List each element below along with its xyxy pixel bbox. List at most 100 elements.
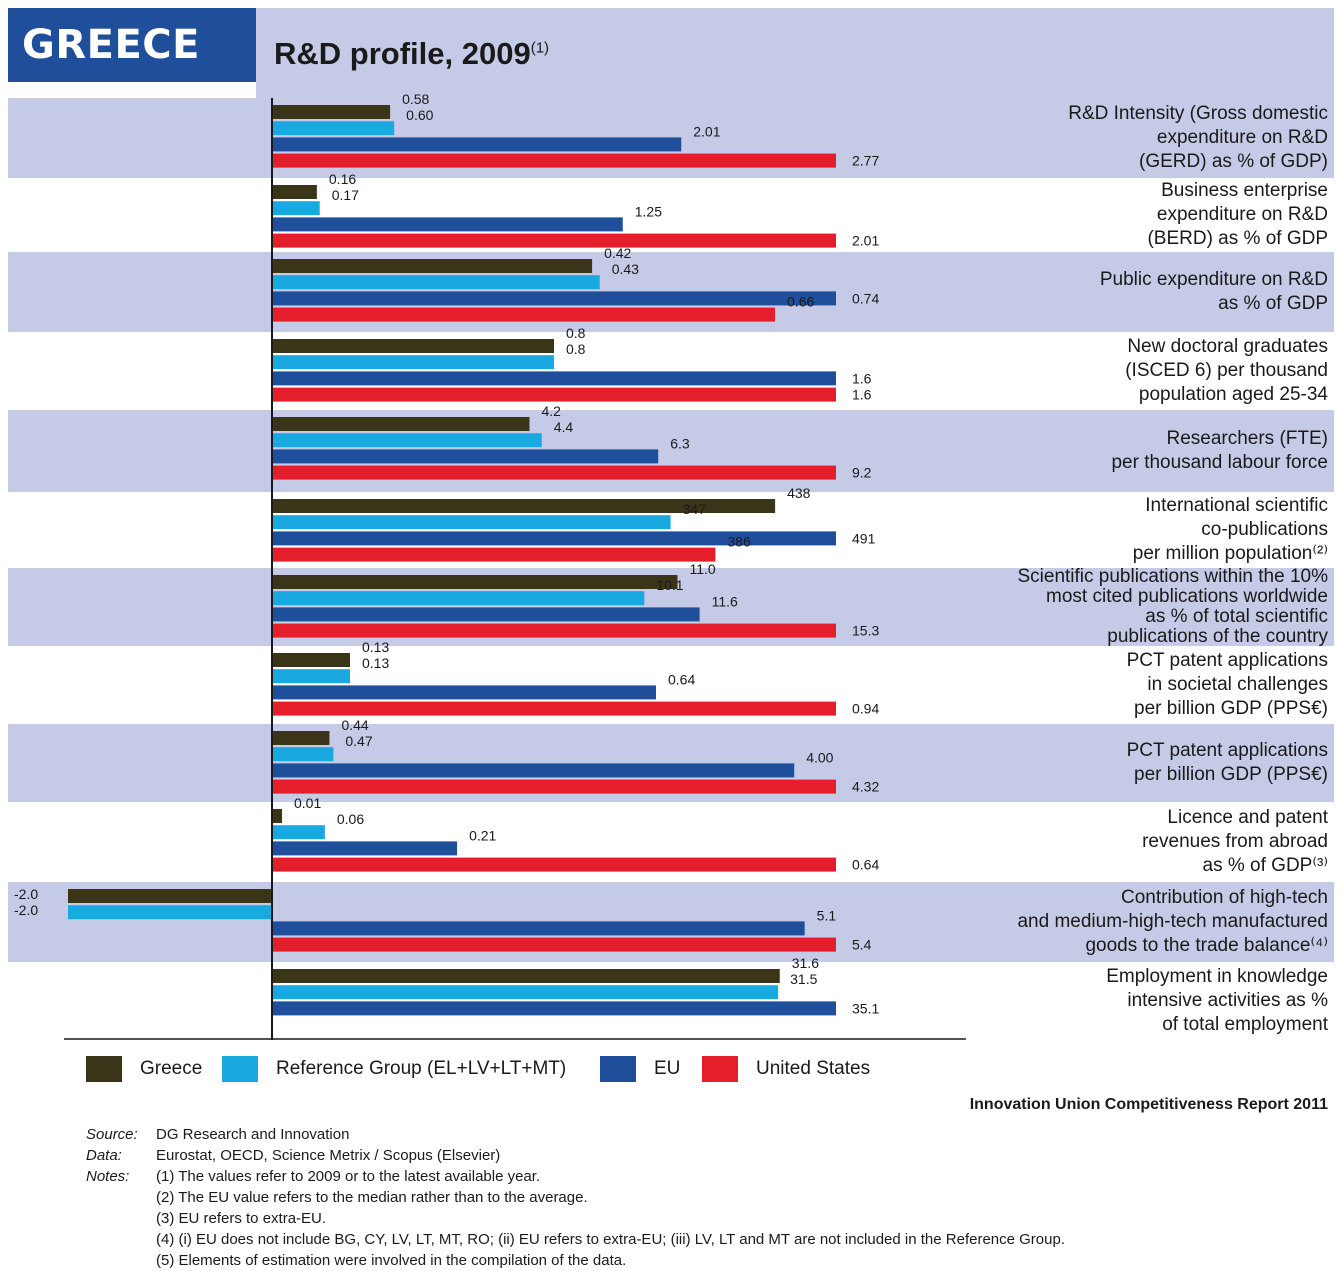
value-label: 1.6 xyxy=(852,387,872,403)
bar-reference-group-el-lv-lt-mt- xyxy=(272,275,600,290)
indicator-label: Business enterprise expenditure on R&D (BE… xyxy=(1147,179,1328,251)
bar-greece xyxy=(272,653,350,667)
indicator-label-line: as % of total scientific xyxy=(1145,606,1328,627)
indicator-label: R&D Intensity (Gross domestic expenditure… xyxy=(1068,102,1328,174)
legend-item: United States xyxy=(702,1056,870,1082)
indicator-label-line: as % of GDP⁽³⁾ xyxy=(1202,855,1328,876)
bar-greece xyxy=(272,731,330,745)
bar-greece xyxy=(272,339,554,353)
indicator-label: Licence and patent revenues from abroad as… xyxy=(1142,806,1328,878)
legend-label: United States xyxy=(756,1058,871,1079)
value-label: -2.0 xyxy=(14,902,38,918)
bar-eu xyxy=(272,217,623,232)
indicator-label-line: Contribution of high-tech xyxy=(1120,887,1328,908)
value-label: 6.3 xyxy=(670,435,690,451)
value-label: 0.06 xyxy=(337,811,364,827)
value-label: 438 xyxy=(787,485,811,501)
bar-greece xyxy=(272,575,678,589)
bar-reference-group-el-lv-lt-mt- xyxy=(272,201,320,216)
note-item: (5) Elements of estimation were involved… xyxy=(156,1252,627,1269)
bar-greece xyxy=(272,809,282,823)
value-label: 0.60 xyxy=(406,107,433,123)
value-label: 2.01 xyxy=(693,123,720,139)
legend-swatch xyxy=(86,1056,122,1082)
legend-label: Greece xyxy=(140,1058,203,1079)
value-label: 386 xyxy=(727,534,751,550)
bar-united-states xyxy=(272,233,836,248)
bar-greece xyxy=(272,105,391,119)
bar-eu xyxy=(272,921,805,936)
value-label: 491 xyxy=(852,530,876,546)
bar-eu xyxy=(272,291,836,306)
indicator-label-line: (BERD) as % of GDP xyxy=(1147,228,1328,249)
value-label: 0.64 xyxy=(852,857,879,873)
bar-united-states xyxy=(272,701,836,716)
value-label: 1.6 xyxy=(852,370,872,386)
bar-greece xyxy=(272,417,530,431)
legend-swatch xyxy=(222,1056,258,1082)
indicator-label-line: Employment in knowledge xyxy=(1106,966,1328,987)
report-name: Innovation Union Competitiveness Report … xyxy=(969,1096,1328,1113)
value-label: 0.42 xyxy=(604,245,631,261)
legend-label: EU xyxy=(654,1058,681,1079)
bar-eu xyxy=(272,607,700,622)
value-label: 2.77 xyxy=(852,153,879,169)
bar-reference-group-el-lv-lt-mt- xyxy=(272,355,554,370)
indicator-label-line: population aged 25-34 xyxy=(1138,384,1328,405)
value-label: 0.01 xyxy=(294,795,321,811)
bar-greece xyxy=(272,185,317,199)
bar-reference-group-el-lv-lt-mt- xyxy=(272,669,350,684)
chart-title: R&D profile, 2009(1) xyxy=(274,36,549,72)
legend-item: Reference Group (EL+LV+LT+MT) xyxy=(222,1056,566,1082)
notes-row: Notes: (1) The values refer to 2009 or t… xyxy=(86,1166,1065,1271)
value-label: 35.1 xyxy=(852,1000,879,1016)
value-label: 0.43 xyxy=(612,261,639,277)
value-label: 0.64 xyxy=(668,671,695,687)
bar-chart: 0.580.60 2.01 2.77 0.160.17 1.25 2.01 0.420.43… xyxy=(8,91,1334,1040)
footnotes: Source: DG Research and Innovation Data:… xyxy=(86,1124,1065,1271)
bar-reference-group-el-lv-lt-mt- xyxy=(272,515,671,530)
indicator-label-line: per thousand labour force xyxy=(1111,452,1328,473)
bar-reference-group-el-lv-lt-mt- xyxy=(272,985,779,1000)
indicator-label-line: goods to the trade balance⁽⁴⁾ xyxy=(1085,935,1328,956)
indicator-label: Scientific publications within the 10% mo… xyxy=(1017,567,1328,647)
value-label: 2.01 xyxy=(852,233,879,249)
indicator-label-line: International scientific xyxy=(1145,495,1328,516)
legend-swatch xyxy=(600,1056,636,1082)
indicator-label-line: Public expenditure on R&D xyxy=(1099,269,1328,290)
indicator-label-line: (ISCED 6) per thousand xyxy=(1125,360,1328,381)
legend-label: Reference Group (EL+LV+LT+MT) xyxy=(276,1058,567,1079)
value-label: 11.0 xyxy=(689,561,715,577)
value-label: 4.32 xyxy=(852,779,879,795)
bar-united-states xyxy=(272,779,836,794)
value-label: 4.2 xyxy=(541,403,561,419)
indicator-label-line: of total employment xyxy=(1162,1014,1328,1035)
data-text: Eurostat, OECD, Science Metrix / Scopus … xyxy=(156,1147,501,1164)
bar-united-states xyxy=(272,153,836,168)
indicator-label-line: expenditure on R&D xyxy=(1156,204,1328,225)
legend-swatch xyxy=(702,1056,738,1082)
indicator-label: Employment in knowledge intensive activit… xyxy=(1106,965,1328,1037)
bar-eu xyxy=(272,449,659,464)
value-label: -2.0 xyxy=(14,886,38,902)
value-label: 10.1 xyxy=(656,577,683,593)
legend-item: Greece xyxy=(86,1056,202,1082)
indicator-label-line: PCT patent applications xyxy=(1126,740,1328,761)
bar-united-states xyxy=(272,307,776,322)
value-label: 0.44 xyxy=(341,717,368,733)
indicator-label: Public expenditure on R&D as % of GDP xyxy=(1100,268,1328,316)
chart-title-text: R&D profile, 2009 xyxy=(274,36,531,71)
value-label: 347 xyxy=(683,501,707,517)
title-band xyxy=(256,8,1334,98)
bar-eu xyxy=(272,371,836,386)
data-row: Data: Eurostat, OECD, Science Metrix / S… xyxy=(86,1145,1065,1166)
value-label: 5.4 xyxy=(852,937,872,953)
data-key: Data: xyxy=(86,1147,122,1164)
value-label: 31.5 xyxy=(790,971,817,987)
value-label: 4.4 xyxy=(554,419,574,435)
indicator-label-line: most cited publications worldwide xyxy=(1046,586,1328,607)
country-badge: GREECE xyxy=(8,8,256,82)
indicator-label: PCT patent applications per billion GDP (… xyxy=(1127,739,1328,787)
indicator-label-line: Researchers (FTE) xyxy=(1166,428,1328,449)
bar-eu xyxy=(272,137,682,152)
